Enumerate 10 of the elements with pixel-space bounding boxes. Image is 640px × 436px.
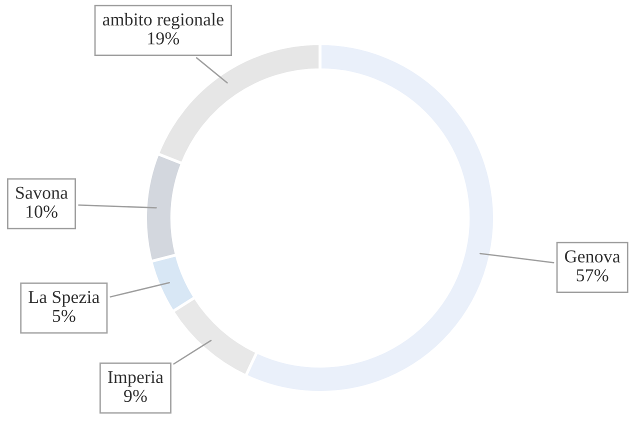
slice-label: Imperia — [108, 371, 164, 387]
data-label: 5% — [52, 310, 76, 322]
data-label: 9% — [124, 390, 147, 402]
data-label: 19% — [148, 32, 180, 45]
data-label: 57% — [576, 269, 608, 282]
slice-label: ambito regionale — [102, 12, 224, 30]
data-label: 10% — [26, 206, 58, 218]
slice-label: Savona — [16, 186, 68, 199]
slice-label: Genova — [564, 250, 620, 263]
slice-label: La Spezia — [28, 290, 100, 307]
